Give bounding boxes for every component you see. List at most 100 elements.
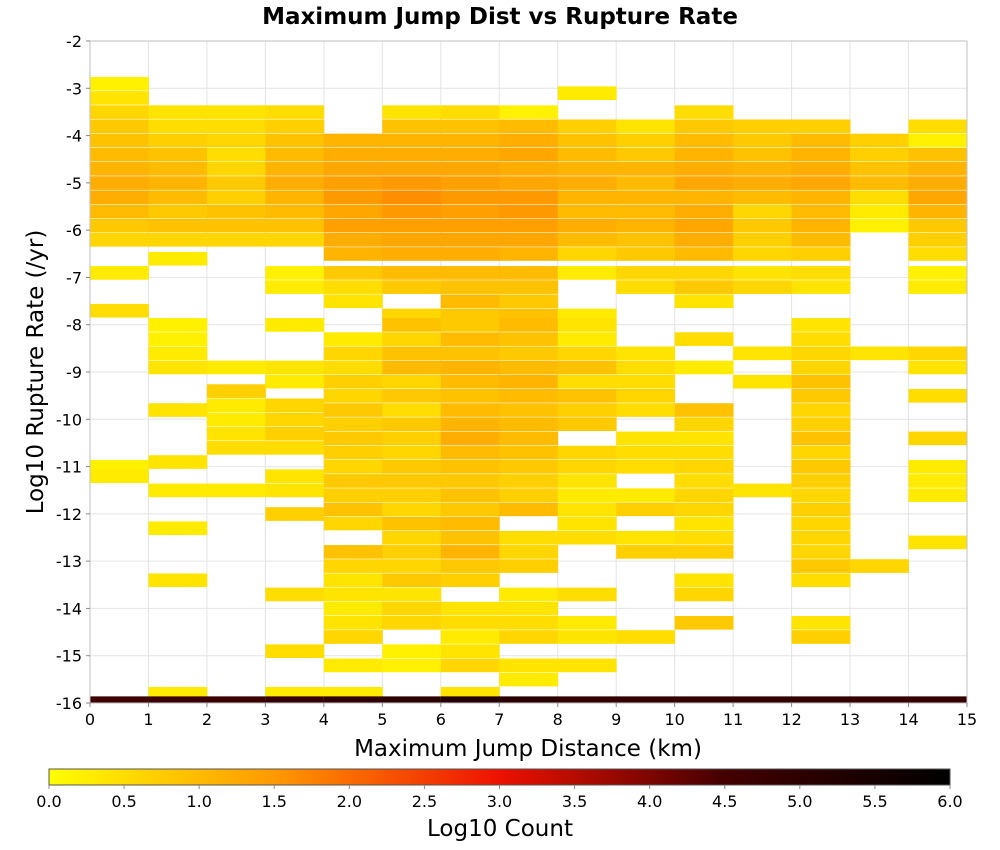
heatmap-cell xyxy=(440,346,500,361)
y-axis-label: Log10 Rupture Rate (/yr) xyxy=(23,230,49,515)
y-axis-ticks: -2 -3 -4 -5 -6 -7 -8 -9 -10 -11 -12 -13 -14 -15 -16 xyxy=(56,32,90,713)
heatmap-cell xyxy=(148,573,208,588)
heatmap-cell xyxy=(382,360,442,375)
heatmap-cell xyxy=(791,389,851,403)
heatmap-cell xyxy=(674,696,734,704)
heatmap-cell xyxy=(382,403,442,417)
heatmap-cell xyxy=(557,318,617,332)
heatmap-cell xyxy=(382,431,442,446)
heatmap-cell xyxy=(265,105,325,119)
heatmap-cell xyxy=(382,162,442,176)
heatmap-cell xyxy=(616,204,676,219)
x-axis-label: Maximum Jump Distance (km) xyxy=(354,736,702,762)
heatmap-cell xyxy=(323,696,383,704)
heatmap-cell xyxy=(674,459,734,474)
heatmap-cell xyxy=(148,232,208,247)
heatmap-cell xyxy=(148,251,208,266)
y-tick-label: -2 xyxy=(66,32,82,51)
heatmap-cell xyxy=(323,176,383,190)
colorbar-tick-label: 4.5 xyxy=(712,792,737,811)
heatmap-cell xyxy=(382,615,442,630)
heatmap-cell xyxy=(616,445,676,460)
heatmap-cell xyxy=(850,176,909,190)
heatmap-cell xyxy=(557,232,617,247)
heatmap-cell xyxy=(499,417,559,432)
heatmap-cell xyxy=(440,559,500,573)
heatmap-cell xyxy=(148,403,208,417)
heatmap-cell xyxy=(499,332,559,346)
heatmap-cell xyxy=(265,232,325,247)
heatmap-cell xyxy=(616,360,676,375)
x-tick-label: 11 xyxy=(723,710,743,729)
heatmap-cell xyxy=(265,374,325,389)
heatmap-cell xyxy=(90,105,149,119)
heatmap-cell xyxy=(557,147,617,162)
heatmap-cell xyxy=(616,346,676,361)
heatmap-cell xyxy=(265,426,325,441)
x-tick-label: 4 xyxy=(319,710,329,729)
heatmap-cell xyxy=(674,573,734,588)
heatmap-cell xyxy=(791,545,851,559)
heatmap-cell xyxy=(206,147,266,162)
heatmap-cell xyxy=(499,545,559,559)
heatmap-cell xyxy=(323,247,383,261)
heatmap-cell xyxy=(440,644,500,659)
heatmap-cell xyxy=(90,147,149,162)
heatmap-cell xyxy=(323,403,383,417)
heatmap-cell xyxy=(382,204,442,219)
heatmap-cell xyxy=(908,474,968,488)
x-axis-ticks: 0 1 2 3 4 5 6 7 8 9 10 11 12 13 14 15 xyxy=(85,703,977,729)
colorbar-tick-label: 0.5 xyxy=(111,792,136,811)
heatmap-cell xyxy=(791,516,851,531)
heatmap-cell xyxy=(733,374,792,389)
heatmap-cell xyxy=(148,119,208,134)
heatmap-cell xyxy=(557,403,617,417)
heatmap-cell xyxy=(499,280,559,294)
heatmap-cell xyxy=(265,218,325,233)
heatmap-cell xyxy=(265,318,325,332)
heatmap-cell xyxy=(908,204,968,219)
heatmap-cell xyxy=(90,190,149,205)
heatmap-cell xyxy=(90,303,149,318)
heatmap-cell xyxy=(850,162,909,176)
heatmap-cell xyxy=(674,615,734,630)
heatmap-cell xyxy=(90,91,149,105)
heatmap-cell xyxy=(440,332,500,346)
heatmap-cell xyxy=(323,474,383,488)
heatmap-cell xyxy=(557,332,617,346)
heatmap-cell xyxy=(499,105,559,119)
heatmap-cell xyxy=(206,176,266,190)
y-tick-label: -9 xyxy=(66,363,82,382)
heatmap-cell xyxy=(265,147,325,162)
heatmap-cell xyxy=(850,147,909,162)
heatmap-cell xyxy=(265,507,325,521)
heatmap-cell xyxy=(499,232,559,247)
y-tick-label: -4 xyxy=(66,127,82,146)
heatmap-cell xyxy=(382,218,442,233)
heatmap-cell xyxy=(382,545,442,559)
heatmap-cell xyxy=(440,696,500,704)
heatmap-cell xyxy=(616,133,676,148)
heatmap-cell xyxy=(382,147,442,162)
heatmap-cell xyxy=(908,280,968,294)
heatmap-cell xyxy=(499,431,559,446)
heatmap-cell xyxy=(440,133,500,148)
heatmap-cells xyxy=(90,76,968,704)
heatmap-cell xyxy=(499,360,559,375)
heatmap-cell xyxy=(323,232,383,247)
heatmap-cell xyxy=(791,474,851,488)
y-tick-label: -13 xyxy=(56,552,82,571)
heatmap-cell xyxy=(791,502,851,517)
heatmap-cell xyxy=(440,615,500,630)
heatmap-cell xyxy=(557,445,617,460)
heatmap-cell xyxy=(440,318,500,332)
heatmap-cell xyxy=(382,644,442,659)
heatmap-cell xyxy=(382,318,442,332)
heatmap-cell xyxy=(557,474,617,488)
heatmap-cell xyxy=(323,516,383,531)
heatmap-cell xyxy=(791,162,851,176)
heatmap-cell xyxy=(499,318,559,332)
y-tick-label: -12 xyxy=(56,505,82,524)
heatmap-cell xyxy=(265,398,325,413)
heatmap-cell xyxy=(148,147,208,162)
